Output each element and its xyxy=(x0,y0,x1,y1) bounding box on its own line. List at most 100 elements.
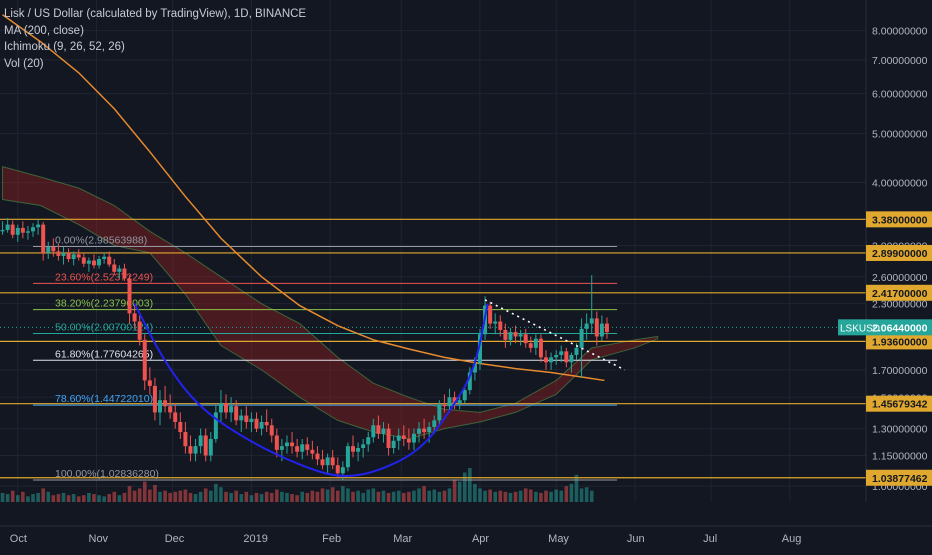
candle-body-83 xyxy=(422,428,427,433)
volume-bar-64 xyxy=(325,489,330,502)
ma200-line xyxy=(2,14,605,382)
legend-symbol[interactable]: Lisk / US Dollar (calculated by TradingV… xyxy=(4,8,307,20)
volume-bar-40 xyxy=(203,488,208,502)
volume-bar-81 xyxy=(412,490,416,502)
volume-bar-69 xyxy=(351,491,355,502)
volume-bar-103 xyxy=(523,488,528,502)
candle-body-40 xyxy=(203,435,208,456)
time-tick-2: Dec xyxy=(165,533,185,545)
volume-bar-49 xyxy=(249,495,254,502)
candle-body-94 xyxy=(477,334,482,364)
volume-bar-78 xyxy=(396,490,401,502)
volume-bar-32 xyxy=(163,490,167,502)
symbol-tag[interactable] xyxy=(838,319,868,336)
candle-body-103 xyxy=(523,334,528,344)
candle-body-31 xyxy=(157,400,162,413)
legend-ma[interactable]: MA (200, close) xyxy=(4,24,84,37)
candle-body-0 xyxy=(0,229,5,232)
price-axis[interactable]: 8.00000000 7.00000000 6.00000000 5.00000000… xyxy=(838,0,932,550)
candle-body-53 xyxy=(269,425,274,436)
candle-body-59 xyxy=(300,444,305,452)
last-price-tag[interactable] xyxy=(866,319,932,336)
volume-bar-25 xyxy=(127,486,132,502)
moving-average xyxy=(2,14,605,382)
volume-bar-75 xyxy=(381,490,386,502)
hline-price-label-3: 1.93600000 xyxy=(872,336,928,348)
volume-bar-35 xyxy=(178,490,183,502)
candle-body-84 xyxy=(427,426,432,433)
candle-body-4 xyxy=(20,227,25,233)
candle-body-60 xyxy=(305,444,310,450)
volume-bar-108 xyxy=(549,491,553,502)
cup-path[interactable] xyxy=(133,303,489,477)
volume-bar-87 xyxy=(442,490,447,502)
candle-body-16 xyxy=(81,257,86,264)
volume-bar-97 xyxy=(493,491,498,502)
candle-body-111 xyxy=(564,351,569,363)
volume-bar-76 xyxy=(386,492,391,502)
candle-body-87 xyxy=(442,404,447,407)
time-axis-bg xyxy=(0,526,932,550)
candle-body-91 xyxy=(462,390,467,401)
candle-body-113 xyxy=(574,347,579,355)
candle-body-110 xyxy=(559,351,564,355)
volume-bar-71 xyxy=(361,492,365,502)
candle-body-119 xyxy=(604,323,609,333)
candle-body-89 xyxy=(452,397,457,404)
candle-body-19 xyxy=(97,259,102,266)
trendline-dotted[interactable] xyxy=(484,299,626,371)
candle-body-37 xyxy=(188,446,193,454)
last-price-label: 2.06440000 xyxy=(872,322,928,334)
candle-body-81 xyxy=(411,433,416,443)
hline-price-tag-2[interactable] xyxy=(866,284,932,301)
candle-body-20 xyxy=(102,256,107,260)
hline-price-tag-1[interactable] xyxy=(866,244,932,261)
candle-body-39 xyxy=(198,435,203,447)
trendline[interactable] xyxy=(484,299,626,371)
candle-body-41 xyxy=(208,438,213,456)
hline-price-tag-4[interactable] xyxy=(866,395,932,412)
volume-bar-106 xyxy=(539,492,543,502)
time-tick-5: Mar xyxy=(393,533,412,545)
candle-body-44 xyxy=(224,403,229,413)
legend-volume[interactable]: Vol (20) xyxy=(4,57,44,70)
candle-body-26 xyxy=(132,313,137,322)
candle-body-50 xyxy=(254,418,259,429)
candle-body-24 xyxy=(122,268,127,279)
candle-body-79 xyxy=(401,435,406,439)
candle-body-54 xyxy=(274,435,279,450)
volume-bar-17 xyxy=(87,492,91,502)
candle-body-49 xyxy=(249,418,254,422)
volume-bar-36 xyxy=(183,489,188,502)
time-tick-10: Aug xyxy=(782,533,802,545)
candle-body-115 xyxy=(584,323,589,329)
hline-price-tag-3[interactable] xyxy=(866,333,932,350)
time-tick-0: Oct xyxy=(10,533,27,545)
candle-body-63 xyxy=(320,459,325,466)
volume-bar-65 xyxy=(330,487,335,502)
candle-body-88 xyxy=(447,397,452,407)
price-tick-3: 5.00000000 xyxy=(872,129,928,141)
cup-curve[interactable] xyxy=(133,303,489,477)
volume-bar-82 xyxy=(417,488,421,502)
chart-legend: Lisk / US Dollar (calculated by TradingV… xyxy=(4,6,306,72)
volume-bar-26 xyxy=(132,490,137,502)
volume-bar-115 xyxy=(584,487,589,502)
time-axis[interactable]: Oct Nov Dec 2019 Feb Mar Apr May Jun Jul Aug xyxy=(0,525,932,550)
hline-price-tag-0[interactable] xyxy=(866,211,932,228)
fibonacci-levels[interactable]: 0.00%(2.98563988) 23.60%(2.52372249) 38.20… xyxy=(33,235,618,481)
candle-body-74 xyxy=(376,425,381,434)
legend-ichimoku[interactable]: Ichimoku (9, 26, 52, 26) xyxy=(4,41,125,53)
fib-label-3: 50.00%(2.00700124) xyxy=(55,322,153,334)
volume-bar-50 xyxy=(254,492,259,502)
volume-bar-14 xyxy=(71,494,76,502)
horizontal-lines[interactable] xyxy=(0,218,866,479)
volume-bar-34 xyxy=(173,491,178,502)
hline-price-tag-5[interactable] xyxy=(866,469,932,486)
volume-bar-85 xyxy=(432,489,437,502)
candle-body-98 xyxy=(498,321,503,330)
time-tick-4: Feb xyxy=(322,533,341,545)
candle-body-75 xyxy=(381,428,386,434)
